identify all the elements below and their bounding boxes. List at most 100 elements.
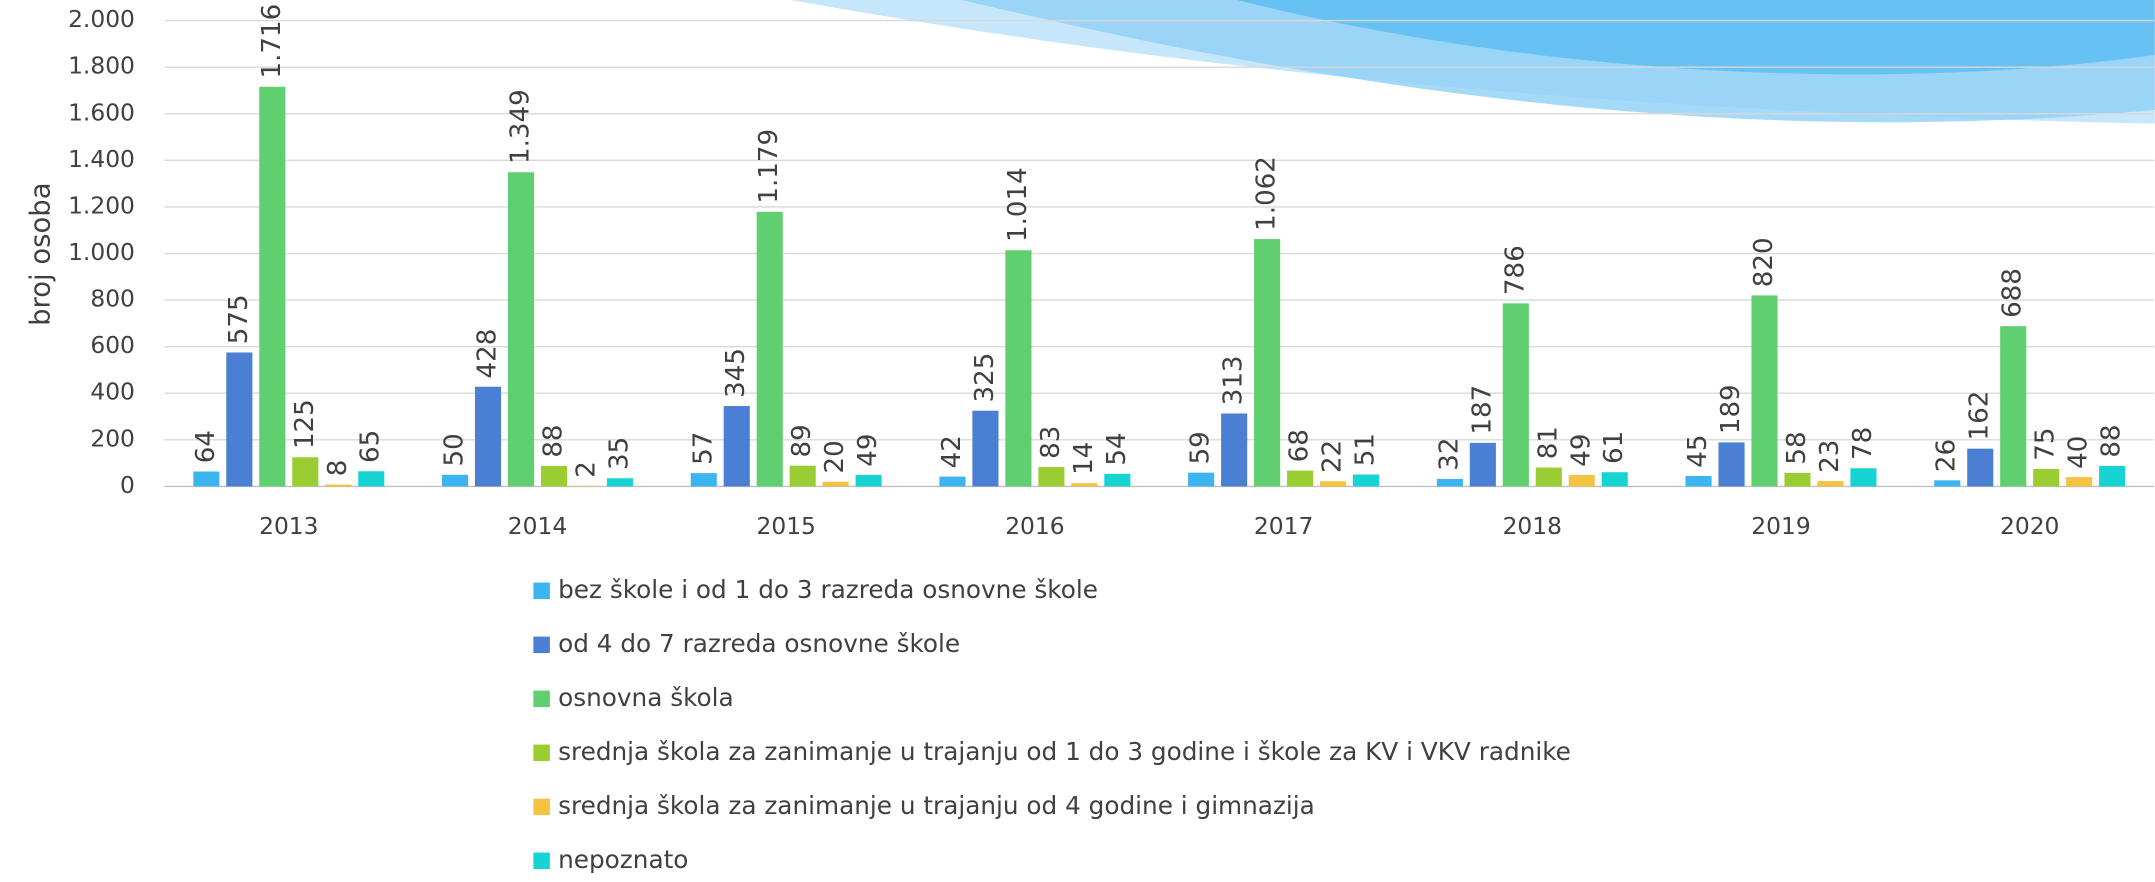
legend-label: nepoznato [558, 845, 688, 874]
data-label: 32 [1434, 437, 1464, 470]
data-label: 64 [191, 430, 221, 463]
bar [823, 482, 849, 487]
data-label: 83 [1036, 426, 1066, 459]
bar [2000, 326, 2026, 486]
bar [442, 475, 468, 487]
data-label: 88 [538, 424, 568, 457]
bar [325, 485, 351, 487]
legend-label: srednja škola za zanimanje u trajanju od… [558, 791, 1315, 820]
legend-swatch [533, 799, 549, 815]
bar [1569, 475, 1595, 486]
bar [226, 352, 252, 486]
x-tick-label: 2014 [508, 512, 567, 540]
y-tick-label: 2.000 [68, 5, 135, 33]
x-tick-label: 2019 [1751, 512, 1810, 540]
bar [1817, 481, 1843, 486]
data-label: 58 [1782, 431, 1812, 464]
chart: broj osoba 02004006008001.0001.2001.4001… [0, 0, 2155, 878]
bar [972, 411, 998, 487]
data-label: 125 [290, 399, 320, 449]
y-tick-label: 600 [90, 331, 135, 359]
legend-label: osnovna škola [558, 683, 734, 712]
x-tick-label: 2016 [1005, 512, 1064, 540]
y-tick-label: 1.400 [68, 145, 135, 173]
bar [1470, 443, 1496, 487]
data-label: 50 [440, 433, 470, 466]
data-label: 1.716 [257, 4, 287, 79]
legend-swatch [533, 691, 549, 707]
data-label: 1.179 [754, 129, 784, 204]
bar [193, 471, 219, 486]
data-label: 59 [1186, 431, 1216, 464]
bar [1038, 467, 1064, 486]
x-tick-label: 2018 [1503, 512, 1562, 540]
y-tick-label: 200 [90, 424, 135, 452]
legend-swatch [533, 745, 549, 761]
data-label: 35 [604, 437, 634, 470]
data-label: 81 [1533, 426, 1563, 459]
y-tick-label: 1.800 [68, 52, 135, 80]
y-axis-label: broj osoba [24, 182, 56, 326]
y-tick-label: 1.200 [68, 191, 135, 219]
data-label: 786 [1500, 245, 1530, 295]
data-label: 1.062 [1252, 156, 1282, 231]
bar [1254, 239, 1280, 486]
bar [1602, 472, 1628, 486]
bar [1967, 449, 1993, 487]
y-tick-label: 1.000 [68, 238, 135, 266]
data-label: 1.349 [506, 89, 536, 164]
bar [508, 172, 534, 486]
bar [292, 457, 318, 486]
bar [1287, 471, 1313, 487]
bar [939, 477, 965, 487]
data-label: 8 [323, 460, 353, 477]
data-label: 75 [2031, 427, 2061, 460]
y-tick-label: 800 [90, 285, 135, 313]
bar [259, 87, 285, 487]
data-label: 325 [970, 353, 1000, 403]
data-label: 89 [787, 424, 817, 457]
data-label: 820 [1749, 237, 1779, 287]
data-label: 68 [1285, 429, 1315, 462]
bar [475, 387, 501, 487]
data-label: 345 [721, 348, 751, 398]
data-label: 61 [1599, 431, 1629, 464]
bar [1188, 473, 1214, 487]
bar [607, 478, 633, 486]
y-tick-label: 1.600 [68, 98, 135, 126]
data-label: 26 [1932, 439, 1962, 472]
bar [358, 471, 384, 486]
bar [1751, 295, 1777, 486]
data-label: 22 [1318, 440, 1348, 473]
data-label: 14 [1069, 442, 1099, 475]
data-label: 23 [1815, 440, 1845, 473]
data-label: 187 [1467, 385, 1497, 435]
data-label: 688 [1998, 268, 2028, 318]
data-label: 2 [571, 461, 601, 478]
legend-swatch [533, 637, 549, 653]
data-label: 1.014 [1003, 167, 1033, 242]
bar [1934, 480, 1960, 486]
data-label: 65 [356, 430, 386, 463]
data-label: 49 [853, 434, 883, 467]
bar [1686, 476, 1712, 486]
bar [757, 212, 783, 487]
x-tick-label: 2020 [2000, 512, 2059, 540]
data-label: 40 [2064, 436, 2094, 469]
data-label: 189 [1716, 384, 1746, 434]
bar [1104, 474, 1130, 487]
data-label: 45 [1683, 434, 1713, 467]
data-label: 54 [1102, 432, 1132, 465]
bar [856, 475, 882, 486]
y-tick-label: 0 [120, 471, 135, 499]
bar [790, 466, 816, 487]
legend-label: srednja škola za zanimanje u trajanju od… [558, 737, 1571, 766]
bar [691, 473, 717, 486]
decoration [790, 0, 2154, 124]
bar [1221, 414, 1247, 487]
x-tick-label: 2017 [1254, 512, 1313, 540]
data-label: 49 [1566, 434, 1596, 467]
bar [1850, 468, 1876, 486]
bar [1718, 442, 1744, 486]
data-label: 575 [224, 294, 254, 344]
